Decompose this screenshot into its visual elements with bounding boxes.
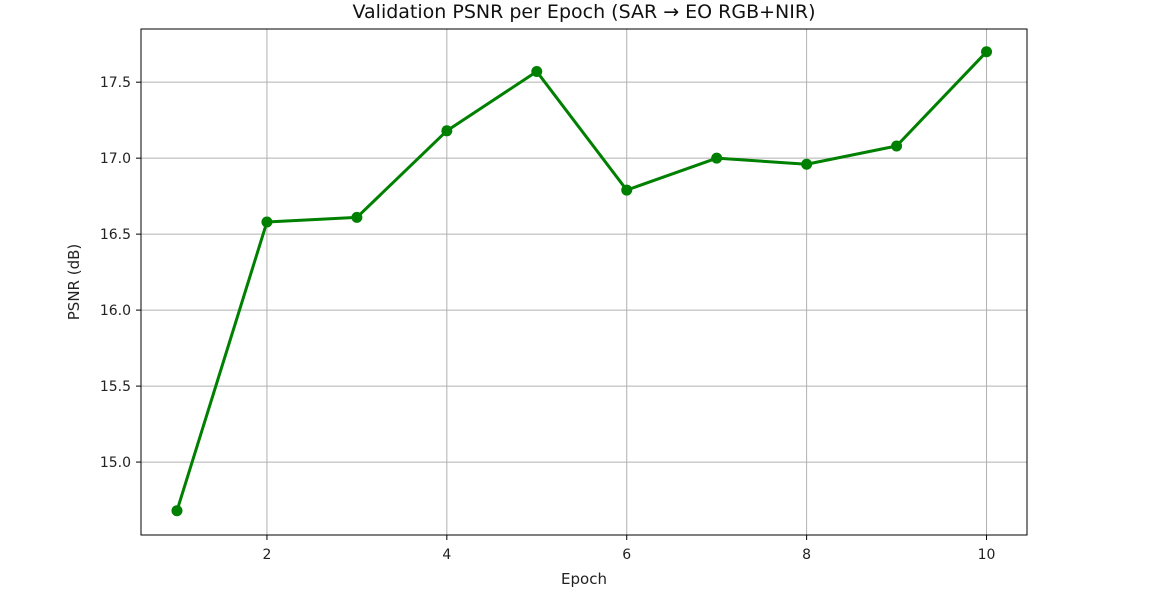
x-tick-label: 10 — [978, 547, 996, 563]
data-point — [711, 152, 723, 164]
x-axis-label: Epoch — [561, 570, 607, 588]
data-point — [891, 140, 903, 152]
plot-frame — [140, 28, 1028, 536]
y-tick-label: 15.5 — [100, 379, 131, 395]
x-tick-label: 6 — [622, 547, 631, 563]
x-tick-label: 8 — [802, 547, 811, 563]
series-line — [175, 50, 989, 513]
axis-ticks: 2 4 6 8 10 15.0 15.5 16.0 16.5 17.0 17.5 — [100, 75, 996, 563]
y-tick-label: 16.0 — [100, 303, 131, 319]
data-point — [261, 216, 273, 228]
data-point — [171, 505, 183, 517]
y-axis-label: PSNR (dB) — [65, 244, 83, 321]
y-tick-label: 17.5 — [100, 75, 131, 91]
data-point — [441, 125, 453, 137]
x-tick-label: 2 — [262, 547, 271, 563]
data-point — [981, 46, 993, 58]
grid-lines — [141, 29, 1027, 535]
y-tick-label: 16.5 — [100, 227, 131, 243]
x-tick-label: 4 — [442, 547, 451, 563]
data-point — [621, 184, 633, 196]
chart-title: Validation PSNR per Epoch (SAR → EO RGB+… — [353, 1, 816, 23]
y-tick-label: 15.0 — [100, 455, 131, 471]
y-tick-label: 17.0 — [100, 151, 131, 167]
data-point — [801, 158, 813, 170]
series-layer — [171, 46, 993, 517]
data-point — [351, 211, 363, 223]
data-point — [531, 66, 543, 78]
